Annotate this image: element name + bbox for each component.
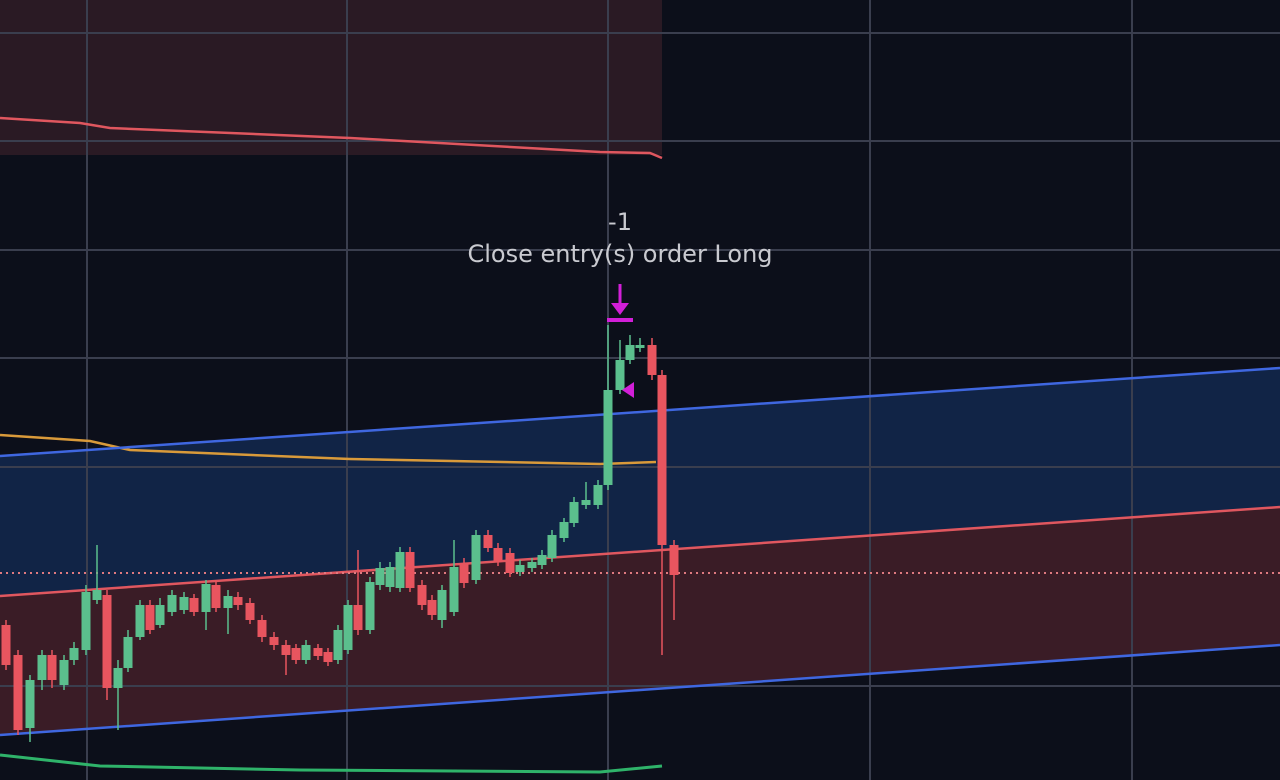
candle-body xyxy=(37,655,47,680)
candle-body xyxy=(459,563,469,583)
candle-body xyxy=(47,655,57,680)
candle-body xyxy=(657,375,667,545)
candle-body xyxy=(333,630,343,660)
candles xyxy=(1,325,679,742)
candle-body xyxy=(365,582,375,630)
candle-body xyxy=(92,590,102,600)
candle-body xyxy=(527,562,537,568)
candle-body xyxy=(81,592,91,650)
candle-body xyxy=(145,605,155,630)
upper-blue-line xyxy=(0,366,1280,458)
candle-body xyxy=(483,535,493,548)
candle-body xyxy=(505,553,515,573)
candle-body xyxy=(625,345,635,360)
candle-body xyxy=(69,648,79,660)
candle-body xyxy=(102,595,112,688)
candle-body xyxy=(1,625,11,665)
candle-body xyxy=(515,565,525,572)
candle-body xyxy=(581,500,591,505)
candle-body xyxy=(569,502,579,523)
blue-band xyxy=(0,368,1280,596)
candle-body xyxy=(291,648,301,660)
candle-body xyxy=(635,345,645,348)
candle-body xyxy=(427,600,437,615)
candle-body xyxy=(343,605,353,650)
candle-body xyxy=(385,567,395,587)
candle-body xyxy=(603,390,613,485)
candle-body xyxy=(155,605,165,625)
candle-body xyxy=(647,345,657,375)
candle-body xyxy=(301,645,311,660)
candle-body xyxy=(353,605,363,630)
order-label: Close entry(s) order Long xyxy=(467,240,772,268)
candle-body xyxy=(615,360,625,390)
candle-body xyxy=(135,605,145,637)
candle-body xyxy=(471,535,481,580)
candle-body xyxy=(189,598,199,612)
marker-arrow xyxy=(611,303,629,315)
middle-red-line xyxy=(0,505,1280,598)
candle-body xyxy=(537,555,547,565)
candle-body xyxy=(669,545,679,575)
candle-body xyxy=(25,680,35,728)
upper-red-line xyxy=(0,116,663,160)
candle-body xyxy=(493,548,503,562)
candle-body xyxy=(437,590,447,620)
candle-body xyxy=(593,485,603,505)
lower-blue-line xyxy=(0,643,1280,737)
candle-body xyxy=(113,668,123,688)
green-line xyxy=(0,753,663,774)
candle-body xyxy=(281,645,291,655)
candle-body xyxy=(13,655,23,730)
red-band xyxy=(0,507,1280,735)
candle-body xyxy=(245,603,255,620)
candle-body xyxy=(201,584,211,612)
marker-bar xyxy=(607,318,633,322)
candle-body xyxy=(395,552,405,588)
candle-body xyxy=(559,522,569,538)
order-quantity: -1 xyxy=(608,208,632,236)
candle-body xyxy=(417,585,427,605)
upper-shaded-zone xyxy=(0,0,662,155)
candle-body xyxy=(547,535,557,558)
entry-marker xyxy=(622,382,634,398)
candle-body xyxy=(375,568,385,585)
candle-body xyxy=(313,648,323,656)
candle-body xyxy=(167,595,177,612)
candle-body xyxy=(323,652,333,662)
candle-body xyxy=(405,552,415,588)
candle-body xyxy=(269,637,279,645)
candle-body xyxy=(211,585,221,608)
candle-body xyxy=(233,597,243,605)
exit-marker xyxy=(607,284,634,398)
candle-body xyxy=(257,620,267,637)
candle-body xyxy=(449,567,459,612)
candle-body xyxy=(223,596,233,608)
candle-body xyxy=(123,637,133,668)
candle-body xyxy=(179,597,189,610)
candle-body xyxy=(59,660,69,685)
